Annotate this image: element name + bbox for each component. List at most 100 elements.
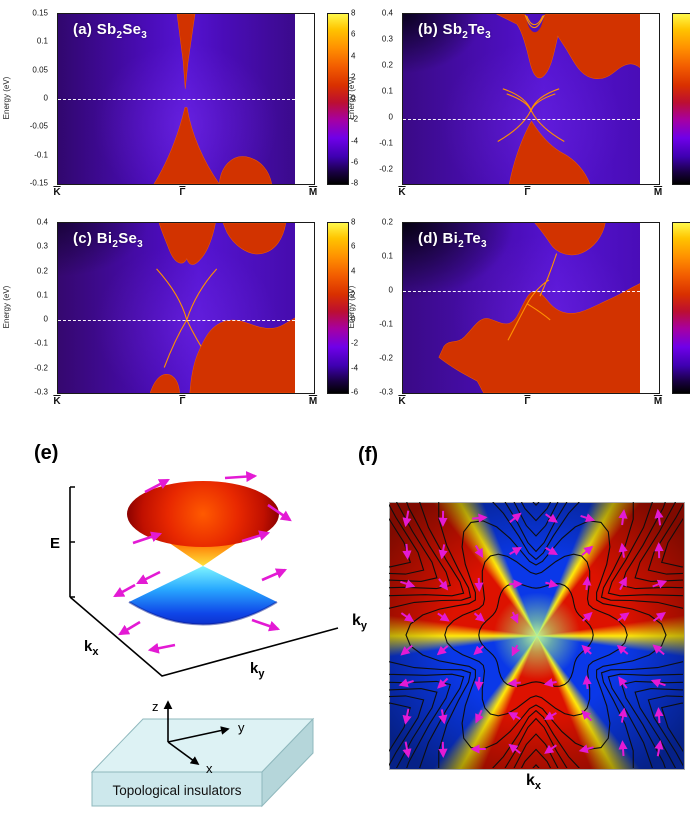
- tick-label: -0.3: [379, 387, 393, 397]
- band-panel-c: Energy (eV) 0.4 0.3 0.2 0.1 0 -0.1 -0.2 -0.3 (c…: [0, 209, 358, 418]
- spin-arrow: [400, 644, 413, 656]
- tick-label: 2: [351, 290, 356, 300]
- spin-arrow: [474, 577, 484, 592]
- tick-label: 8: [351, 8, 356, 18]
- tick-label: K: [53, 187, 61, 198]
- tick-label: M: [653, 187, 663, 198]
- spectral-plot-d: (d) Bi2Te3: [402, 222, 660, 394]
- tick-label: 0.1: [381, 86, 393, 96]
- tick-label: -4: [351, 363, 359, 373]
- y-axis-arrow: [167, 726, 230, 743]
- spin-arrow: [652, 579, 668, 589]
- tick-label: 0.1: [381, 251, 393, 261]
- spin-arrow: [618, 740, 628, 757]
- tick-label: 0.3: [36, 241, 48, 251]
- kx-axis-label: kx: [526, 772, 542, 793]
- tick-label: 0.4: [36, 217, 48, 227]
- lower-dirac-cone: [129, 566, 277, 625]
- tick-label: K: [398, 187, 406, 198]
- spectral-plot-b: (b) Sb2Te3: [402, 13, 660, 185]
- spin-arrow: [580, 513, 596, 523]
- spin-arrow: [118, 620, 141, 636]
- panel-label-f: (f): [358, 444, 378, 466]
- y-axis-ticks: 0.15 0.1 0.05 0 -0.05 -0.1 -0.15: [0, 9, 52, 188]
- tick-label: -2: [351, 338, 359, 348]
- spin-arrow: [618, 576, 627, 591]
- colorbar-ticks: 8 6 4 2 0 -2 -4 -6: [351, 218, 373, 397]
- unfilled-strip: [294, 223, 314, 393]
- bulk-band-shapes: [58, 14, 314, 184]
- y-axis-ticks: 0.4 0.3 0.2 0.1 0 -0.1 -0.2: [345, 9, 397, 183]
- fermi-level-line: [58, 319, 295, 321]
- tick-label: 0.3: [381, 34, 393, 44]
- tick-label: K: [53, 396, 61, 407]
- energy-axis: [69, 486, 75, 598]
- tick-label: 0.05: [32, 65, 48, 75]
- spin-arrow: [147, 642, 176, 654]
- tick-label: M: [653, 396, 663, 407]
- tick-label: 0.1: [36, 36, 48, 46]
- panel-label-e: (e): [34, 442, 59, 464]
- tick-label: -0.1: [34, 338, 48, 348]
- spin-arrow: [224, 471, 258, 483]
- spin-arrow: [267, 503, 292, 522]
- x-axis-label: x: [206, 761, 213, 776]
- tick-label: -0.2: [34, 363, 48, 373]
- ky-axis-label: ky: [352, 612, 368, 633]
- spin-arrow: [654, 739, 664, 757]
- spin-arrow: [398, 678, 414, 688]
- energy-contour: [444, 553, 628, 717]
- spin-arrow: [582, 576, 592, 591]
- tick-label: 0.2: [381, 60, 393, 70]
- tick-label: 0: [388, 112, 393, 122]
- tick-label: -0.3: [34, 387, 48, 397]
- band-panel-d: Energy (eV) 0.2 0.1 0 -0.1 -0.2 -0.3 (d) Bi2T…: [345, 209, 690, 418]
- kx-axis-label: kx: [84, 638, 99, 658]
- spin-arrow: [581, 545, 594, 556]
- spin-arrow: [402, 708, 412, 725]
- spin-texture-overlay: [389, 502, 683, 768]
- spin-arrow: [402, 543, 412, 560]
- fermi-level-line: [403, 291, 640, 292]
- spin-arrow: [144, 478, 170, 494]
- tick-label: -0.1: [379, 138, 393, 148]
- topological-insulator-slab: Topological insulators z y x: [90, 699, 315, 808]
- panel-title: (c) Bi2Se3: [73, 230, 144, 250]
- tick-label: 0.1: [36, 290, 48, 300]
- band-panel-b: Energy (eV) 0.4 0.3 0.2 0.1 0 -0.1 -0.2 (b) Sb…: [345, 0, 690, 209]
- spin-arrow: [400, 612, 415, 622]
- z-axis-label: z: [152, 699, 159, 714]
- tick-label: M: [308, 396, 318, 407]
- spin-arrow: [617, 612, 630, 622]
- spin-arrow: [511, 644, 521, 657]
- spin-arrow: [510, 611, 519, 624]
- energy-contour: [389, 502, 683, 768]
- spin-arrow: [618, 542, 628, 558]
- energy-axis-label: E: [50, 535, 60, 552]
- tick-label: -0.1: [34, 150, 48, 160]
- spin-arrow: [545, 546, 558, 556]
- colorbar: [327, 222, 349, 394]
- colorbar: [672, 222, 690, 394]
- spin-arrow: [474, 544, 484, 559]
- ky-axis-label: ky: [250, 660, 265, 680]
- spin-arrow: [616, 644, 629, 655]
- spin-arrow: [509, 512, 522, 523]
- bulk-band-shapes: [403, 223, 659, 393]
- energy-contour: [389, 502, 683, 768]
- panel-title: (b) Sb2Te3: [418, 21, 492, 41]
- spin-arrow: [400, 579, 416, 589]
- spin-arrow: [438, 544, 448, 560]
- tick-label: 0: [43, 314, 48, 324]
- tick-label: 0: [351, 93, 356, 103]
- spin-arrow: [475, 709, 484, 724]
- upper-cone-top-surface: [127, 481, 279, 547]
- spin-arrow: [113, 583, 136, 598]
- spin-arrow: [438, 709, 448, 725]
- spin-arrow: [654, 508, 664, 526]
- energy-contour: [389, 502, 683, 768]
- spin-arrow: [473, 612, 485, 622]
- spin-arrow: [578, 744, 594, 754]
